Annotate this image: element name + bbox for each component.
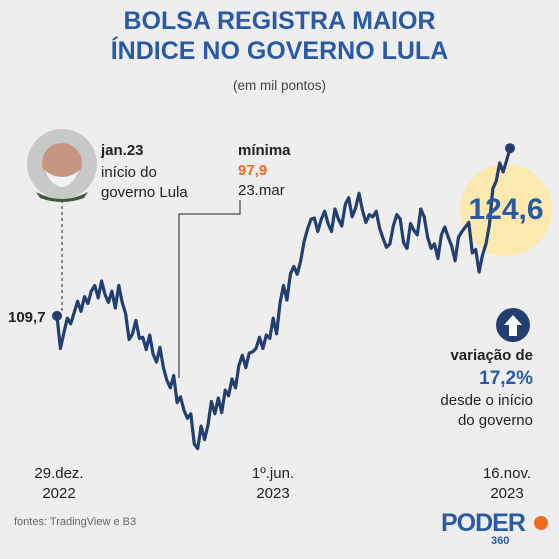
change-desc-line-1: desde o início <box>440 392 533 409</box>
min-value: 97,9 <box>238 162 268 179</box>
title-line-2: ÍNDICE NO GOVERNO LULA <box>110 37 449 65</box>
min-label: mínima <box>238 142 291 159</box>
change-desc-line-2: do governo <box>457 412 533 429</box>
change-label: variação de <box>450 347 533 364</box>
start-value-label: 109,7 <box>8 309 46 326</box>
x-tick-1: 29.dez. 2022 <box>14 464 104 504</box>
sun-icon <box>534 516 548 530</box>
start-date-label: jan.23 <box>101 142 144 159</box>
min-date: 23.mar <box>238 182 285 199</box>
chart-title: BOLSA REGISTRA MAIOR ÍNDICE NO GOVERNO L… <box>0 6 559 66</box>
chart-subtitle: (em mil pontos) <box>232 78 327 93</box>
x-tick-2: 1º.jun. 2023 <box>228 464 318 504</box>
end-point <box>505 143 515 154</box>
x-tick-2-line-1: 1º.jun. <box>251 465 295 482</box>
x-tick-3: 16.nov. 2023 <box>462 464 552 504</box>
start-desc-line-1: início do <box>101 164 157 181</box>
end-value-bubble <box>460 164 552 256</box>
series-line <box>55 146 512 451</box>
change-value: 17,2% <box>479 368 533 389</box>
x-tick-1-line-1: 29.dez. <box>34 465 84 482</box>
x-tick-1-line-2: 2022 <box>42 485 76 502</box>
logo-number: 360 <box>491 535 510 547</box>
lula-shirt <box>36 192 88 202</box>
logo-word: PODER <box>441 509 526 537</box>
title-line-1: BOLSA REGISTRA MAIOR <box>123 7 436 35</box>
end-value-label: 124,6 <box>468 193 544 226</box>
lula-face <box>42 143 82 183</box>
x-tick-3-line-2: 2023 <box>490 485 524 502</box>
start-point <box>52 310 62 321</box>
lula-beard <box>44 170 80 187</box>
start-desc-line-2: governo Lula <box>101 184 188 201</box>
x-tick-3-line-1: 16.nov. <box>482 465 532 482</box>
sources-note: fontes: TradingView e B3 <box>14 516 137 528</box>
min-leader-line <box>178 200 241 378</box>
arrow-up-icon <box>504 315 522 336</box>
x-tick-2-line-2: 2023 <box>256 485 290 502</box>
poder360-logo: PODER 360 <box>441 509 548 547</box>
